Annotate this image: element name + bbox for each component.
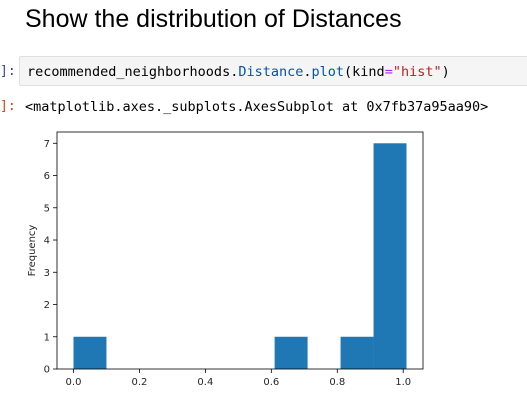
y-tick-label: 6 [44, 171, 50, 182]
histogram-bar [373, 143, 407, 369]
output-repr: <matplotlib.axes._subplots.AxesSubplot a… [25, 99, 489, 115]
y-tick-label: 0 [44, 365, 50, 376]
output-prompt: ]: [0, 99, 16, 114]
plot-frame [56, 131, 424, 370]
y-tick-label: 2 [44, 300, 50, 311]
code-method: plot [311, 64, 345, 80]
y-tick-label: 1 [44, 332, 50, 343]
code-object: recommended_neighborhoods [27, 64, 231, 80]
code-cell[interactable]: recommended_neighborhoods.Distance.plot(… [19, 56, 527, 86]
x-tick-label: 0.2 [131, 377, 147, 388]
input-prompt: ]: [0, 64, 16, 79]
y-tick-label: 4 [44, 236, 50, 247]
code-equals: = [384, 64, 393, 80]
histogram-bar [340, 336, 374, 369]
y-axis-label: Frequency [27, 225, 38, 277]
code-close-paren: ) [441, 64, 450, 80]
y-tick-label: 5 [44, 203, 50, 214]
code-string: "hist" [392, 64, 442, 80]
x-tick-label: 0.0 [66, 377, 82, 388]
code-kwarg: kind [352, 64, 385, 80]
code-dot: . [230, 64, 239, 80]
markdown-heading: Show the distribution of Distances [25, 5, 402, 33]
x-tick-label: 0.8 [329, 377, 345, 388]
code-line[interactable]: recommended_neighborhoods.Distance.plot(… [27, 63, 450, 81]
y-tick-label: 7 [44, 139, 50, 150]
code-attribute: Distance [238, 64, 304, 80]
y-tick-label: 3 [44, 268, 50, 279]
x-tick-label: 1.0 [395, 377, 411, 388]
code-dot: . [303, 64, 312, 80]
x-tick-label: 0.6 [263, 377, 279, 388]
code-open-paren: ( [344, 64, 353, 80]
x-tick-label: 0.4 [197, 377, 213, 388]
histogram-bar [73, 336, 107, 369]
histogram-bar [274, 336, 308, 369]
